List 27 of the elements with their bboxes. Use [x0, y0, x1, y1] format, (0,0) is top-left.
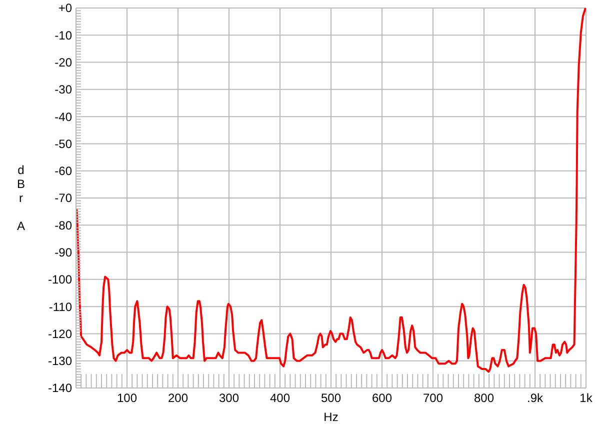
y-axis-title: dBr A	[16, 163, 26, 233]
x-tick-label: .9k	[526, 391, 544, 405]
y-tick-label: -110	[48, 300, 72, 314]
x-tick-label: 1k	[580, 391, 594, 405]
y-tick-label: -130	[48, 354, 72, 368]
y-tick-label: -30	[54, 82, 72, 97]
y-tick-label: -70	[54, 191, 72, 206]
x-tick-label: 700	[422, 391, 444, 405]
y-tick-label: -120	[48, 326, 72, 341]
y-tick-label: -100	[48, 272, 72, 287]
x-axis-title: Hz	[324, 410, 338, 424]
x-tick-label: 100	[116, 391, 138, 405]
y-tick-label: -80	[54, 218, 72, 232]
x-tick-label: 800	[474, 391, 494, 405]
x-tick-label: 200	[168, 391, 188, 405]
x-tick-label: 300	[218, 391, 240, 405]
y-tick-label: +0	[58, 1, 72, 16]
y-tick-label: -40	[54, 110, 72, 124]
y-tick-label: -60	[54, 164, 72, 178]
y-tick-label: -10	[54, 28, 72, 42]
y-tick-label: -90	[54, 245, 72, 260]
x-tick-label: 500	[320, 391, 342, 405]
x-tick-label: 400	[270, 391, 290, 405]
y-tick-label: -140	[48, 381, 72, 396]
y-tick-label: -50	[54, 136, 72, 151]
x-tick-label: 600	[372, 391, 392, 405]
y-tick-label: -20	[54, 55, 72, 70]
